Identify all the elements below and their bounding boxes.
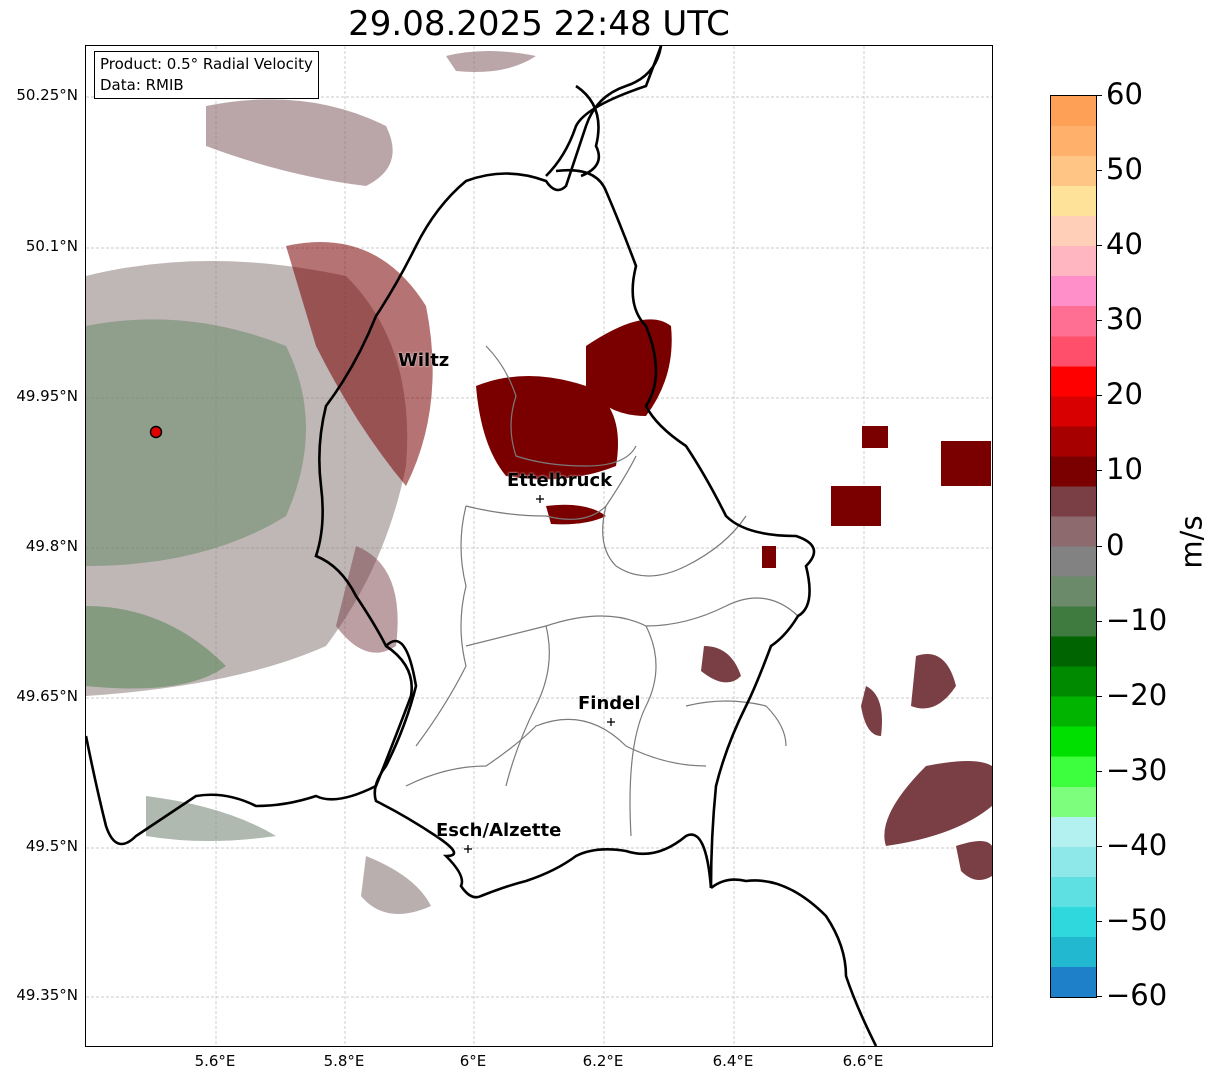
lat-label: 49.8°N — [25, 537, 78, 555]
place-label-findel: Findel — [578, 693, 641, 714]
lat-label: 50.1°N — [25, 237, 78, 255]
place-label-esch: Esch/Alzette — [436, 820, 562, 841]
colorbar-tick-mark — [1096, 545, 1102, 547]
colorbar-tick-label: −20 — [1106, 677, 1168, 712]
colorbar-tick-label: 60 — [1106, 77, 1143, 111]
lat-label: 49.65°N — [16, 687, 78, 705]
colorbar-tick-mark — [1096, 170, 1102, 172]
colorbar-tick-mark — [1096, 320, 1102, 322]
colorbar-tick-label: 40 — [1106, 227, 1143, 262]
colorbar-tick-label: 10 — [1106, 452, 1143, 487]
lon-label: 5.8°E — [323, 1052, 365, 1070]
lon-label: 6.2°E — [582, 1052, 624, 1070]
radar-echoes-east — [701, 646, 992, 880]
colorbar-tick-mark — [1096, 770, 1102, 772]
radar-echoes-core — [476, 319, 991, 568]
place-label-ettelbruck: Ettelbruck — [507, 470, 613, 491]
colorbar-tick-label: −10 — [1106, 602, 1168, 637]
country-borders — [86, 46, 878, 1046]
lon-label: 6.4°E — [712, 1052, 754, 1070]
colorbar-tick-label: 30 — [1106, 302, 1143, 337]
colorbar-tick-mark — [1096, 845, 1102, 847]
radar-site-marker — [149, 425, 163, 439]
city-markers — [464, 495, 615, 853]
colorbar-tick-mark — [1096, 695, 1102, 697]
colorbar-tick-label: −40 — [1106, 827, 1168, 862]
lat-label: 50.25°N — [16, 86, 78, 104]
lon-label: 6.6°E — [842, 1052, 884, 1070]
colorbar-tick-label: 0 — [1106, 527, 1125, 562]
colorbar-tick-label: 20 — [1106, 377, 1143, 412]
colorbar-tick-mark — [1096, 95, 1102, 96]
colorbar-tick-mark — [1096, 620, 1102, 622]
map-title: 29.08.2025 22:48 UTC — [348, 4, 730, 44]
colorbar-tick-label: 50 — [1106, 152, 1143, 187]
colorbar-unit-label: m/s — [1174, 515, 1207, 569]
colorbar-tick-label: −60 — [1106, 978, 1168, 1012]
colorbar-tick-mark — [1096, 996, 1102, 997]
product-info-box: Product: 0.5° Radial Velocity Data: RMIB — [94, 51, 319, 99]
data-source-label: Data: RMIB — [100, 76, 184, 94]
colorbar-tick-label: −30 — [1106, 752, 1168, 787]
colorbar-tick-mark — [1096, 245, 1102, 247]
radar-echoes-west — [86, 51, 536, 914]
colorbar — [1050, 95, 1097, 998]
radar-map[interactable] — [85, 45, 993, 1047]
lon-label: 6°E — [459, 1052, 487, 1070]
colorbar-tick-mark — [1096, 920, 1102, 922]
radar-map-canvas — [86, 46, 992, 1046]
colorbar-tick-mark — [1096, 395, 1102, 397]
place-label-wiltz: Wiltz — [398, 350, 450, 371]
product-label: Product: 0.5° Radial Velocity — [100, 55, 313, 73]
colorbar-tick-mark — [1096, 470, 1102, 472]
canton-boundaries — [405, 345, 799, 837]
lat-label: 49.35°N — [16, 986, 78, 1004]
lat-label: 49.95°N — [16, 387, 78, 405]
colorbar-tick-label: −50 — [1106, 902, 1168, 937]
lon-label: 5.6°E — [194, 1052, 236, 1070]
lat-label: 49.5°N — [25, 837, 78, 855]
